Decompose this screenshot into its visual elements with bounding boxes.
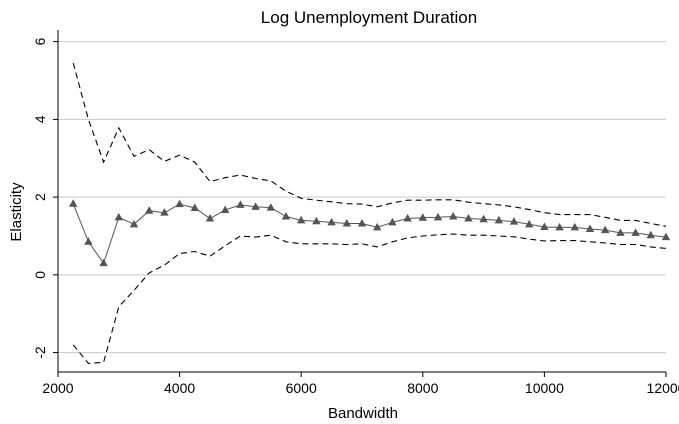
tick-labels: -2 0 2 4 6 2000 4000 6000 8000 10000 12000 bbox=[32, 38, 679, 396]
estimate-marker bbox=[251, 202, 260, 210]
estimate-marker bbox=[205, 213, 215, 222]
estimate-marker bbox=[631, 228, 640, 236]
estimate-marker bbox=[175, 199, 184, 208]
estimate-marker bbox=[525, 219, 534, 228]
axes bbox=[53, 30, 667, 377]
x-tick-label: 8000 bbox=[407, 380, 438, 396]
estimate-marker bbox=[281, 212, 291, 220]
estimate-marker bbox=[646, 230, 655, 239]
x-tick-label: 2000 bbox=[42, 380, 73, 396]
estimate-marker bbox=[449, 212, 458, 220]
estimate-marker bbox=[555, 222, 564, 231]
estimate-marker bbox=[661, 232, 671, 241]
estimate-line bbox=[72, 203, 667, 265]
estimate-marker bbox=[160, 208, 169, 216]
estimate-marker bbox=[129, 219, 139, 228]
estimate-marker bbox=[433, 212, 443, 221]
estimate-marker bbox=[99, 258, 108, 267]
estimate-marker bbox=[540, 222, 549, 231]
y-tick-label: 4 bbox=[32, 115, 48, 123]
estimate-marker bbox=[312, 216, 321, 225]
x-axis-label: Bandwidth bbox=[328, 405, 398, 422]
series-layer bbox=[69, 62, 671, 364]
estimate-marker bbox=[418, 213, 427, 221]
estimate-marker bbox=[570, 222, 579, 231]
estimate-marker bbox=[479, 214, 488, 223]
estimate-marker bbox=[601, 225, 610, 234]
estimate-marker bbox=[114, 212, 123, 221]
upper-bound-line bbox=[72, 62, 667, 227]
estimate-marker bbox=[373, 222, 382, 231]
chart-title: Log Unemployment Duration bbox=[261, 8, 477, 27]
lower-bound-line bbox=[72, 233, 667, 364]
estimate-marker bbox=[236, 200, 245, 208]
estimate-marker bbox=[190, 203, 199, 211]
grid-lines bbox=[58, 41, 666, 354]
y-tick-label: 2 bbox=[32, 193, 48, 201]
estimate-marker bbox=[464, 213, 473, 222]
x-tick-label: 6000 bbox=[286, 380, 317, 396]
x-tick-label: 12000 bbox=[647, 380, 679, 396]
estimate-marker bbox=[145, 206, 154, 214]
estimate-marker bbox=[509, 217, 519, 225]
estimate-marker bbox=[494, 215, 503, 224]
estimate-marker bbox=[616, 228, 625, 236]
estimate-marker bbox=[221, 205, 230, 213]
x-tick-label: 10000 bbox=[525, 380, 564, 396]
estimate-marker bbox=[327, 217, 336, 226]
estimate-marker bbox=[297, 215, 306, 224]
estimate-marker bbox=[266, 203, 275, 211]
y-tick-label: 0 bbox=[32, 271, 48, 279]
y-tick-label: -2 bbox=[32, 346, 48, 359]
estimate-marker bbox=[403, 213, 412, 222]
y-tick-label: 6 bbox=[32, 38, 48, 46]
estimate-marker bbox=[388, 217, 397, 226]
x-tick-label: 4000 bbox=[164, 380, 195, 396]
estimate-marker bbox=[342, 219, 351, 227]
estimate-marker bbox=[69, 199, 78, 207]
estimate-marker bbox=[84, 237, 93, 245]
estimate-marker bbox=[357, 219, 367, 227]
y-axis-label: Elasticity bbox=[8, 182, 25, 242]
estimate-marker bbox=[585, 224, 595, 232]
